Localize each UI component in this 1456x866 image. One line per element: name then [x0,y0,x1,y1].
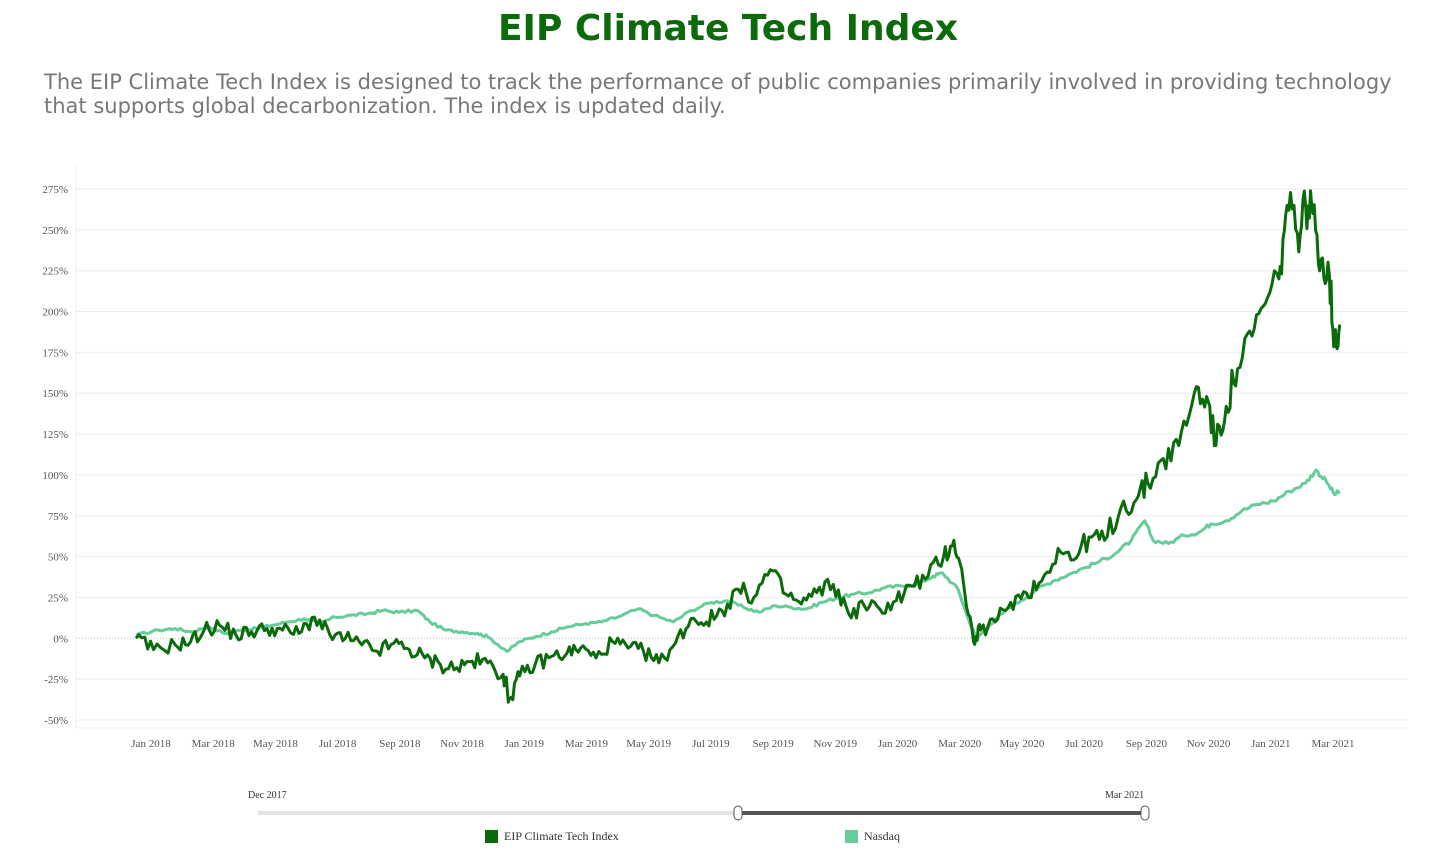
page-subtitle: The EIP Climate Tech Index is designed t… [44,70,1392,118]
x-tick-label: Mar 2020 [938,738,982,750]
y-axis: 275% 250% 225% 200% 175% 150% 125% 100% 75% 50% 25… [42,184,68,727]
slider-start-handle[interactable] [733,805,743,821]
x-tick-label: Jan 2020 [878,738,918,750]
chart-series [134,189,1342,704]
x-tick-label: Nov 2020 [1187,738,1231,750]
x-tick-label: Sep 2019 [752,738,794,750]
x-tick-label: May 2018 [253,738,298,750]
series-line-nasdaq[interactable] [135,468,1341,653]
legend-item-eip[interactable]: EIP Climate Tech Index [485,829,619,844]
y-tick-label: 175% [42,347,68,359]
x-tick-label: May 2020 [999,738,1044,750]
x-tick-label: Jul 2020 [1065,738,1103,750]
legend-label-eip: EIP Climate Tech Index [504,829,619,843]
slider-end-handle[interactable] [1140,805,1150,821]
slider-start-label: Dec 2017 [248,790,287,801]
x-tick-label: Mar 2018 [192,738,236,750]
y-tick-label: 100% [42,470,68,482]
x-tick-label: Jul 2019 [692,738,730,750]
x-tick-label: Jan 2021 [1251,738,1290,750]
page-title: EIP Climate Tech Index [497,8,959,49]
x-tick-label: Jan 2019 [505,738,545,750]
x-tick-label: May 2019 [626,738,671,750]
y-tick-label: 25% [48,592,68,604]
y-tick-label: 275% [42,184,68,196]
x-tick-label: Sep 2020 [1126,738,1168,750]
y-tick-label: 150% [42,388,68,400]
slider-end-label: Mar 2021 [1105,790,1144,801]
x-tick-label: Nov 2018 [440,738,484,750]
series-line-eip-climate-tech-index[interactable] [134,189,1342,704]
y-tick-label: 200% [42,307,68,319]
legend-swatch-eip [485,830,498,843]
x-tick-label: Jan 2018 [131,738,171,750]
y-tick-label: 50% [48,552,68,564]
x-tick-label: Mar 2021 [1311,738,1354,750]
legend-item-nasdaq[interactable]: Nasdaq [845,829,900,844]
date-range-slider[interactable]: Dec 2017 Mar 2021 [248,790,1150,821]
chart-gridlines [75,165,1408,729]
x-tick-label: Sep 2018 [379,738,421,750]
y-tick-label: -50% [44,715,68,727]
y-tick-label: -25% [44,674,68,686]
legend-swatch-nasdaq [845,830,858,843]
x-tick-label: Nov 2019 [813,738,857,750]
y-tick-label: 0% [53,633,68,645]
y-tick-label: 125% [42,429,68,441]
y-tick-label: 225% [42,266,68,278]
legend-label-nasdaq: Nasdaq [864,829,900,843]
x-tick-label: Mar 2019 [565,738,609,750]
y-tick-label: 250% [42,225,68,237]
y-tick-label: 75% [48,511,68,523]
x-tick-label: Jul 2018 [319,738,357,750]
x-axis: Jan 2018 Mar 2018 May 2018 Jul 2018 Sep 2018… [131,738,1354,750]
